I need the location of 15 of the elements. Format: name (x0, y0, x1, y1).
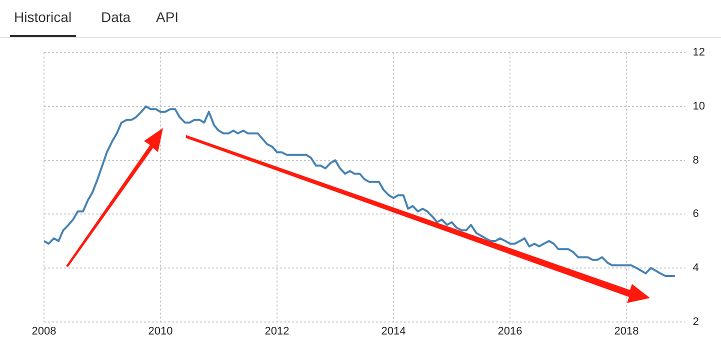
x-tick-label: 2012 (264, 325, 290, 338)
text: API (155, 8, 180, 27)
x-tick-label: 2016 (498, 325, 522, 338)
x-tick-label: 2010 (148, 325, 173, 338)
y-tick-label: 12 (692, 46, 706, 59)
y-tick-label: 8 (692, 154, 699, 166)
x-tick-label: 2014 (381, 325, 406, 338)
text: Historical (10, 0, 76, 37)
y-tick-label: 4 (692, 262, 699, 274)
text: Data (100, 8, 132, 27)
y-tick-label: 6 (692, 208, 699, 220)
x-tick-label: 2018 (614, 325, 639, 338)
x-tick-label: 2008 (32, 325, 56, 338)
y-tick-label: 10 (692, 100, 706, 112)
y-tick-label: 2 (692, 316, 699, 328)
